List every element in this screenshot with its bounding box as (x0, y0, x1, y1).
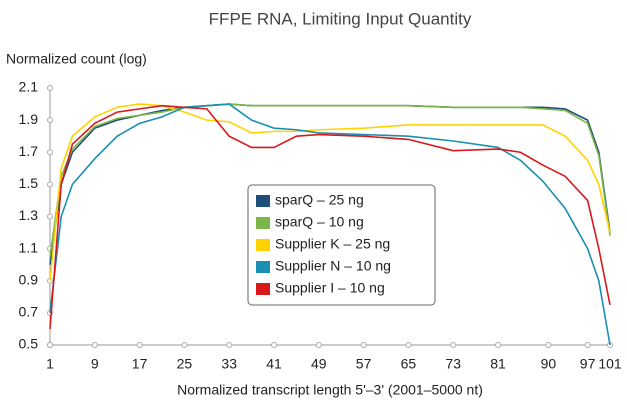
legend-label: Supplier N – 10 ng (275, 258, 391, 274)
legend-swatch (256, 217, 270, 229)
x-tick (450, 342, 457, 348)
x-tick-label: 90 (541, 356, 557, 372)
x-tick-label: 97 (580, 356, 596, 372)
x-tick (360, 342, 367, 348)
x-tick-label: 73 (445, 356, 461, 372)
y-tick-label: 1.1 (19, 239, 39, 255)
x-tick (495, 342, 501, 348)
x-tick-label: 1 (46, 356, 54, 372)
legend-label: Supplier I – 10 ng (275, 280, 385, 296)
y-tick-label: 1.5 (19, 175, 39, 191)
y-tick (47, 117, 53, 124)
y-tick-label: 2.1 (19, 79, 39, 95)
series-line (49, 103, 611, 281)
x-tick-label: 41 (266, 356, 282, 372)
x-tick (181, 342, 188, 348)
x-tick (47, 342, 53, 348)
chart-title: FFPE RNA, Limiting Input Quantity (209, 9, 472, 28)
x-tick-label: 25 (177, 356, 193, 372)
y-tick-label: 0.9 (19, 271, 39, 287)
x-tick (315, 342, 322, 348)
legend-swatch (256, 261, 270, 273)
x-tick-label: 17 (132, 356, 148, 372)
legend-box (247, 184, 436, 306)
x-tick-label: 33 (221, 356, 237, 372)
x-tick-label: 57 (356, 356, 372, 372)
x-axis-label: Normalized transcript length 5'–3' (2001… (177, 382, 483, 398)
x-tick-label: 9 (91, 356, 99, 372)
series-line (49, 103, 611, 346)
y-axis-label: Normalized count (log) (6, 51, 147, 67)
x-tick-label: 101 (598, 356, 622, 372)
series-line (49, 103, 611, 257)
y-tick (47, 85, 53, 91)
x-tick-label: 81 (490, 356, 506, 372)
y-tick (47, 149, 53, 156)
legend-swatch (256, 283, 270, 295)
legend-label: sparQ – 25 ng (275, 192, 364, 208)
legend-label: Supplier K – 25 ng (275, 236, 390, 252)
legend-swatch (256, 239, 270, 251)
x-tick (271, 342, 277, 348)
y-tick-label: 0.7 (19, 304, 39, 320)
x-tick (226, 342, 233, 348)
x-tick-label: 49 (311, 356, 327, 372)
x-tick (545, 342, 552, 348)
x-tick (91, 342, 98, 348)
x-tick (584, 342, 591, 348)
y-tick-label: 1.3 (19, 207, 39, 223)
x-tick (136, 342, 143, 348)
x-tick (405, 342, 412, 348)
y-tick (47, 213, 53, 220)
y-tick-label: 1.9 (19, 111, 39, 127)
y-tick (47, 181, 53, 188)
y-tick-label: 0.5 (19, 336, 39, 352)
x-tick-label: 65 (401, 356, 417, 372)
series-line (49, 104, 611, 329)
legend-label: sparQ – 10 ng (275, 214, 364, 230)
legend-swatch (256, 195, 270, 207)
y-tick-label: 1.7 (19, 143, 39, 159)
